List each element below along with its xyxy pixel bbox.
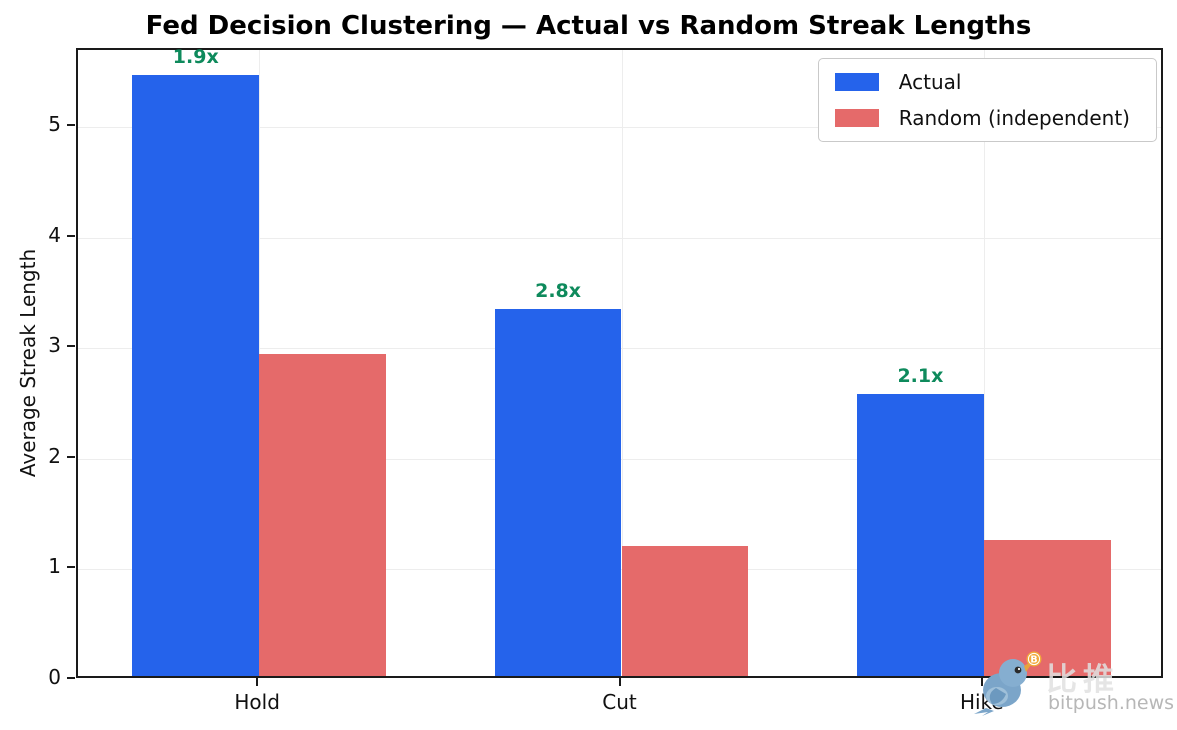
random-bar [983,540,1111,676]
y-tick-mark [67,455,75,458]
legend-item: Random (independent) [834,106,1130,130]
x-tick-mark [980,678,983,686]
y-tick-mark [67,345,75,348]
ratio-annotation: 1.9x [172,45,219,68]
y-tick-mark [67,677,75,679]
actual-bar [494,309,622,676]
legend-label: Random (independent) [898,106,1130,130]
plot-area: 1.9x 2.8x 2.1x Actual Random (independent) [76,45,1163,678]
chart-title: Fed Decision Clustering — Actual vs Rand… [145,11,1032,41]
gridline-horizontal [78,127,1161,129]
y-tick-mark [67,234,75,237]
y-tick-label: 0 [48,665,61,689]
actual-bar [132,74,260,676]
y-tick-label: 1 [48,554,61,579]
gridline-vertical [621,50,623,676]
gridline-horizontal [78,237,1161,239]
x-tick-label: Hold [234,690,280,714]
x-tick-mark [256,678,259,686]
x-tick-label: Cut [602,690,637,714]
random-bar [259,354,386,676]
y-tick-label: 5 [48,112,61,137]
x-tick-mark [618,678,621,686]
watermark-domain-text: bitpush.news [1048,692,1175,714]
y-tick-label: 4 [48,222,61,247]
y-tick-mark [67,124,75,127]
legend: Actual Random (independent) [817,58,1157,142]
legend-swatch [834,73,879,91]
random-bar [621,545,749,676]
actual-bar [857,394,984,676]
legend-item: Actual [834,70,1130,94]
x-tick-label: Hike [959,690,1004,714]
y-tick-label: 2 [48,443,61,468]
legend-label: Actual [898,70,962,94]
gridline-vertical [983,50,985,676]
ratio-annotation: 2.1x [897,365,944,388]
y-tick-mark [67,566,75,569]
legend-swatch [834,109,879,127]
ratio-annotation: 2.8x [535,280,582,303]
y-tick-label: 3 [48,333,61,358]
y-axis-label: Average Streak Length [16,248,40,478]
